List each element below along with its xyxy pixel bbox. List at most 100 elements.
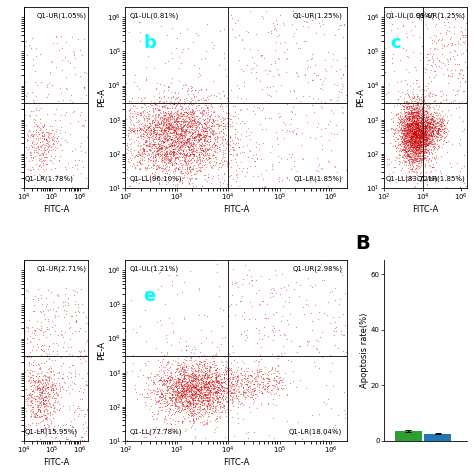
Point [410,108,418,116]
Point [421,144,429,152]
Point [178,392,186,400]
Point [423,86,430,93]
Point [253,155,261,163]
Point [220,389,228,397]
Point [179,153,186,160]
Point [190,343,198,350]
Point [425,122,433,130]
Point [142,166,149,174]
Point [196,164,203,171]
Point [201,150,209,157]
Point [422,139,429,146]
Point [188,141,195,149]
Point [421,98,429,106]
Point [411,128,419,136]
Point [417,98,425,106]
Point [185,137,192,145]
Point [409,129,417,137]
Point [222,398,230,405]
Point [420,98,428,105]
Point [124,146,131,153]
Point [413,151,421,158]
Point [172,357,179,365]
Point [214,111,222,119]
Point [197,387,205,394]
Point [151,401,158,408]
Point [193,387,201,394]
Point [182,386,189,393]
Point [407,138,414,146]
Point [419,142,426,149]
Point [429,58,437,66]
Point [164,150,171,158]
Point [411,131,419,139]
Point [160,137,167,145]
Point [150,98,157,106]
Point [197,132,204,139]
Point [422,128,429,135]
Point [25,157,33,165]
Point [206,387,214,394]
Point [42,401,50,409]
Point [185,115,192,123]
Point [188,122,196,129]
Point [42,137,50,144]
X-axis label: FITC-A: FITC-A [412,205,438,214]
Point [59,374,67,382]
Point [253,68,260,76]
Point [195,107,203,114]
Point [37,412,45,419]
Point [242,96,250,103]
Point [419,109,427,116]
Point [162,164,169,171]
Point [180,155,188,162]
Point [53,398,61,406]
Point [456,135,464,143]
Point [327,129,334,137]
Point [426,130,433,138]
Point [224,397,231,404]
Point [412,152,419,160]
Point [425,156,432,164]
Point [412,120,420,128]
Point [147,150,155,158]
Point [233,394,241,402]
Point [421,160,429,168]
Point [193,122,201,129]
Point [420,133,428,141]
Point [220,383,228,391]
Point [173,364,181,372]
Point [151,161,158,169]
Point [417,148,425,156]
Point [235,84,243,92]
Point [149,123,157,131]
Point [21,328,28,335]
Point [419,150,427,158]
Point [81,117,89,124]
Point [35,152,43,159]
Point [156,376,164,383]
Point [422,107,429,114]
Point [34,384,41,392]
Point [290,103,297,110]
Point [393,130,401,137]
Point [180,388,188,396]
Point [194,126,202,133]
Point [61,53,68,60]
Point [243,392,251,399]
Point [405,109,413,117]
Point [409,124,417,132]
Point [168,54,176,62]
Point [202,401,210,409]
Point [426,124,433,132]
Point [202,391,210,399]
Point [145,52,152,60]
Point [175,98,183,105]
Point [176,130,183,137]
Point [182,364,190,371]
Point [27,382,35,390]
Point [77,72,84,80]
Point [182,128,190,136]
Point [427,136,434,143]
Point [412,114,419,121]
